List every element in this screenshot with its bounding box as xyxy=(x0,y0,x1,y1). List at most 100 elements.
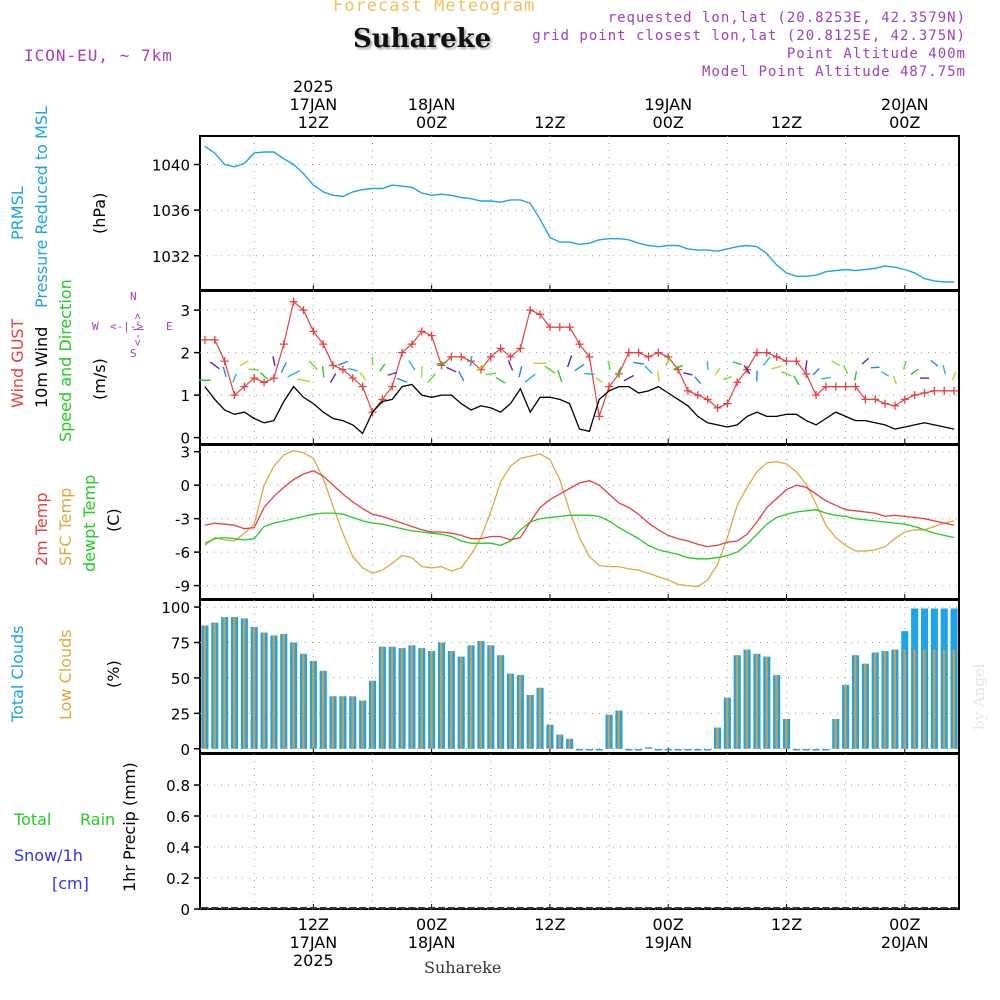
wind-arrow xyxy=(910,368,919,375)
wind-arrow xyxy=(942,365,947,375)
wind-arrow xyxy=(347,367,358,372)
gust-point xyxy=(506,352,515,361)
bar-low-clouds xyxy=(952,649,956,749)
bar-low-clouds xyxy=(292,642,295,749)
gust-point xyxy=(634,348,643,357)
bar-low-clouds xyxy=(775,675,778,749)
wind-arrow xyxy=(308,360,318,371)
gust-point xyxy=(447,352,456,361)
gust-point xyxy=(427,331,436,340)
bar-precip xyxy=(901,907,909,909)
precip-snow-label: Snow/1h xyxy=(14,846,83,865)
gust-point xyxy=(605,382,614,391)
gust-point xyxy=(900,395,909,404)
bar-low-clouds xyxy=(479,641,482,749)
bar-low-clouds xyxy=(765,656,768,749)
model-altitude: Model Point Altitude 487.75m xyxy=(701,64,966,80)
bar-precip xyxy=(851,907,860,909)
bar-low-clouds xyxy=(341,696,344,749)
wind-arrow xyxy=(633,361,645,365)
wind-arrow xyxy=(743,365,751,375)
gust-point xyxy=(920,389,929,397)
bar-precip xyxy=(526,907,534,909)
bar-precip xyxy=(585,907,593,909)
series-line-sfc-temp xyxy=(204,449,955,588)
y-tick-label: 1032 xyxy=(152,248,190,266)
bar-precip xyxy=(349,907,357,909)
gust-point xyxy=(329,361,338,370)
wind-arrow xyxy=(812,368,820,376)
y-tick-label: 100 xyxy=(161,599,190,617)
y-tick-label: 3 xyxy=(180,444,190,462)
top-time-hour: 12Z xyxy=(534,113,565,132)
gust-point xyxy=(703,395,712,404)
bar-low-clouds xyxy=(213,622,216,749)
y-tick-label: 1036 xyxy=(152,202,190,220)
wind-arrow xyxy=(469,355,473,367)
bar-precip xyxy=(664,907,672,909)
wind-arrow xyxy=(781,371,792,377)
wind-arrow xyxy=(495,376,506,384)
wind-arrow xyxy=(831,360,841,367)
bar-precip xyxy=(575,907,584,909)
bar-low-clouds xyxy=(361,700,364,749)
bar-low-clouds xyxy=(785,719,788,749)
gust-point xyxy=(792,357,801,366)
compass-arrows: <-|-> xyxy=(110,320,144,333)
wind-arrow xyxy=(280,362,287,373)
bar-low-clouds xyxy=(942,649,946,749)
gust-point xyxy=(210,335,219,344)
bar-precip xyxy=(556,907,564,909)
wind-arrow xyxy=(607,360,611,371)
precip-total-label: Total xyxy=(14,810,52,829)
bar-low-clouds xyxy=(262,632,266,749)
wind-arrow xyxy=(287,370,300,378)
bar-precip xyxy=(743,907,751,909)
bar-precip xyxy=(644,907,653,909)
gust-point xyxy=(348,374,357,383)
wind-arrow xyxy=(544,365,556,374)
bar-low-clouds xyxy=(469,645,473,749)
gust-point xyxy=(289,297,298,306)
bar-low-clouds xyxy=(923,649,926,749)
wind-arrow xyxy=(616,366,622,377)
point-altitude: Point Altitude 400m xyxy=(786,46,966,62)
gust-point xyxy=(417,327,426,336)
bar-precip xyxy=(546,907,554,909)
bar-low-clouds xyxy=(617,710,620,749)
bar-low-clouds xyxy=(735,655,739,749)
wind-arrow xyxy=(507,360,514,371)
wind-arrow xyxy=(359,371,367,381)
bar-precip xyxy=(861,907,869,909)
y-tick-label: -6 xyxy=(175,544,190,562)
gust-point xyxy=(812,391,821,400)
bar-precip xyxy=(773,907,781,909)
wind-arrow xyxy=(427,373,437,384)
bar-low-clouds xyxy=(538,687,542,749)
bar-precip xyxy=(930,907,938,909)
gust-point xyxy=(565,323,574,332)
wind-arrow xyxy=(574,363,585,372)
bar-low-clouds xyxy=(903,649,906,749)
bar-precip xyxy=(388,907,396,909)
bar-low-clouds xyxy=(449,651,453,749)
gust-point xyxy=(319,340,328,349)
gust-point xyxy=(230,391,239,400)
gust-point xyxy=(654,348,663,357)
wind-arrow xyxy=(249,368,260,371)
y-tick-label: 0 xyxy=(180,430,190,448)
wind-arrow xyxy=(664,356,672,367)
gust-point xyxy=(802,369,811,378)
wind-arrow xyxy=(408,360,416,371)
series-line-dewpt-temp xyxy=(204,509,955,560)
bar-precip xyxy=(566,907,574,909)
gust-point xyxy=(851,382,860,391)
bar-precip xyxy=(605,907,613,909)
bar-low-clouds xyxy=(282,634,285,749)
bar-precip xyxy=(418,907,426,909)
bar-precip xyxy=(733,907,741,909)
bar-precip xyxy=(428,907,436,909)
wind-arrow xyxy=(771,365,783,370)
bar-precip xyxy=(654,907,662,909)
wind-arrow xyxy=(843,365,849,375)
